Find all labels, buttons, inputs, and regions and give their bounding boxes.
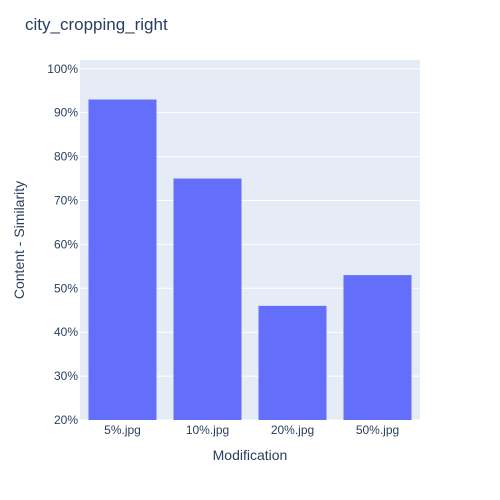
- x-tick-label: 50%.jpg: [356, 423, 399, 437]
- y-tick-label: 90%: [54, 106, 78, 120]
- y-axis-title: Content - Similarity: [11, 181, 27, 299]
- y-tick-label: 40%: [54, 325, 78, 339]
- bars: [88, 99, 412, 420]
- y-tick-label: 20%: [54, 413, 78, 427]
- x-tick-label: 5%.jpg: [104, 423, 141, 437]
- bar[interactable]: [258, 305, 327, 420]
- y-tick-label: 80%: [54, 150, 78, 164]
- bar[interactable]: [173, 178, 242, 420]
- bar[interactable]: [343, 275, 412, 420]
- y-tick-label: 60%: [54, 237, 78, 251]
- y-tick-label: 50%: [54, 281, 78, 295]
- y-tick-label: 100%: [47, 62, 78, 76]
- y-tick-label: 30%: [54, 369, 78, 383]
- y-tick-label: 70%: [54, 193, 78, 207]
- x-axis-ticks: 5%.jpg 10%.jpg 20%.jpg 50%.jpg: [104, 423, 399, 437]
- chart-title: city_cropping_right: [25, 15, 168, 34]
- bar[interactable]: [88, 99, 157, 420]
- y-axis-ticks: 20% 30% 40% 50% 60% 70% 80% 90% 100%: [47, 62, 78, 427]
- x-tick-label: 20%.jpg: [271, 423, 314, 437]
- x-tick-label: 10%.jpg: [186, 423, 229, 437]
- x-axis-title: Modification: [213, 447, 288, 463]
